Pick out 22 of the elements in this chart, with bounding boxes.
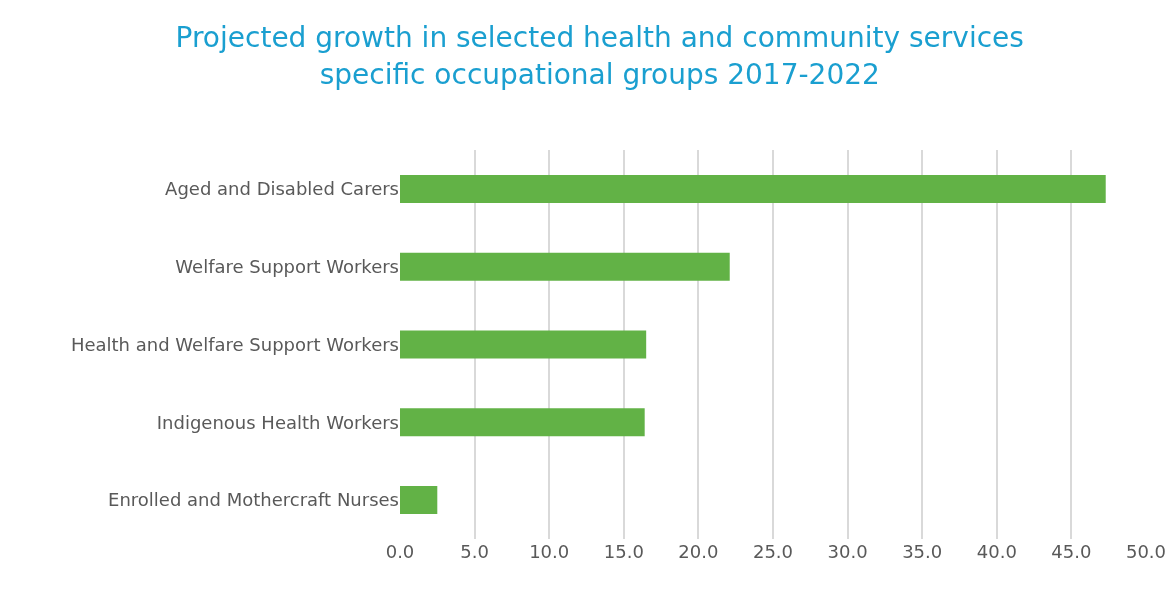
y-tick-label: Aged and Disabled Carers — [165, 178, 399, 200]
x-tick-label: 45.0 — [1051, 541, 1092, 562]
x-tick-label: 0.0 — [385, 541, 415, 562]
chart-title: Projected growth in selected health and community services specific occupational groups 2017-2022 — [175, 21, 1024, 91]
x-tick-label: 15.0 — [603, 541, 644, 562]
bar — [400, 486, 438, 515]
x-tick-label: 50.0 — [1125, 541, 1167, 562]
bar — [400, 252, 730, 281]
bar — [400, 330, 647, 359]
x-tick-label: 40.0 — [976, 541, 1017, 562]
x-tick-label: 20.0 — [678, 541, 719, 562]
y-tick-label: Health and Welfare Support Workers — [70, 333, 399, 355]
x-tick-label: 5.0 — [460, 541, 489, 562]
x-tick-label: 30.0 — [827, 541, 868, 562]
bar — [400, 174, 1106, 203]
y-tick-label: Enrolled and Mothercraft Nurses — [108, 489, 399, 511]
y-tick-label: Welfare Support Workers — [175, 256, 399, 277]
x-tick-label: 25.0 — [752, 541, 794, 562]
x-tick-label: 35.0 — [902, 541, 943, 562]
x-tick-label: 10.0 — [529, 541, 570, 562]
bar — [400, 408, 645, 437]
y-tick-label: Indigenous Health Workers — [156, 411, 399, 433]
